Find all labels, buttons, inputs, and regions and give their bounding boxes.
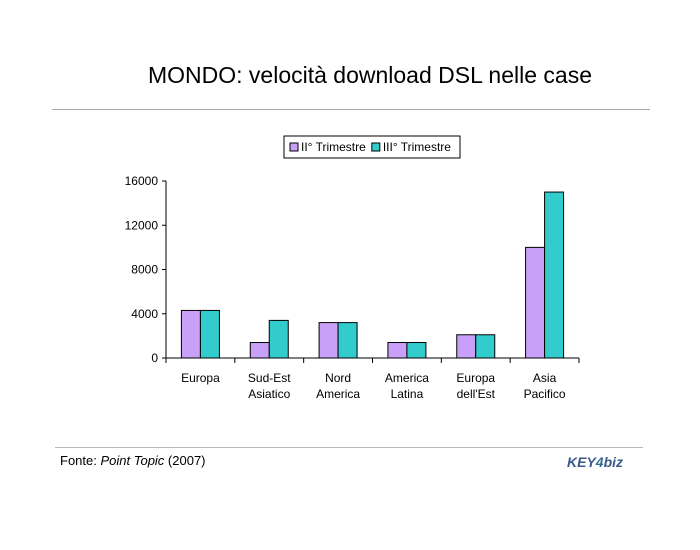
bar-series-2 bbox=[199, 309, 220, 359]
key4biz-logo: KEY4biz bbox=[567, 454, 623, 470]
y-tick-label: 4000 bbox=[131, 307, 158, 321]
bar-series-2 bbox=[337, 322, 358, 359]
category-label: America Latina bbox=[385, 371, 429, 401]
bar-series-2 bbox=[268, 319, 289, 359]
legend-label-2: III° Trimestre bbox=[383, 140, 451, 154]
logo-part-1: KEY bbox=[567, 454, 597, 470]
legend-label-1: II° Trimestre bbox=[301, 140, 366, 154]
bar-series-1 bbox=[180, 309, 201, 359]
footer-divider bbox=[55, 447, 643, 448]
logo-part-3: biz bbox=[604, 454, 623, 470]
y-tick-label: 16000 bbox=[125, 174, 159, 188]
category-label: Europa bbox=[181, 371, 220, 385]
bar-series-1 bbox=[249, 342, 270, 359]
bar-series-2 bbox=[544, 191, 565, 359]
legend-swatch-2 bbox=[371, 142, 381, 152]
y-tick-label: 8000 bbox=[131, 263, 158, 277]
bar-series-1 bbox=[456, 334, 477, 359]
chart-axes: 0 4000 8000 12000 16000 bbox=[125, 174, 580, 365]
source-credit: Fonte: Point Topic (2007) bbox=[60, 453, 206, 468]
bar-series-2 bbox=[406, 342, 427, 359]
legend-swatch-1 bbox=[289, 142, 299, 152]
category-label: Europa dell'Est bbox=[456, 371, 495, 401]
source-year: (2007) bbox=[164, 453, 206, 468]
source-name: Point Topic bbox=[100, 453, 165, 468]
chart-legend: II° Trimestre III° Trimestre bbox=[283, 135, 461, 159]
svg-text:KEY4biz: KEY4biz bbox=[567, 454, 623, 470]
chart-bars bbox=[180, 191, 565, 359]
title-divider bbox=[52, 109, 650, 110]
slide-title: MONDO: velocità download DSL nelle case bbox=[147, 62, 593, 88]
bar-series-2 bbox=[475, 334, 496, 359]
bar-series-1 bbox=[387, 342, 408, 359]
source-prefix: Fonte: bbox=[60, 453, 101, 468]
category-labels: Europa Sud-Est Asiatico Nord America America L… bbox=[181, 371, 566, 401]
logo-part-2: 4 bbox=[595, 454, 604, 470]
category-label: Sud-Est Asiatico bbox=[248, 371, 291, 401]
bar-series-1 bbox=[525, 246, 546, 359]
category-label: Asia Pacifico bbox=[524, 371, 566, 401]
bar-series-1 bbox=[318, 322, 339, 359]
y-tick-label: 12000 bbox=[125, 218, 159, 232]
y-tick-label: 0 bbox=[151, 351, 158, 365]
category-label: Nord America bbox=[316, 371, 360, 401]
